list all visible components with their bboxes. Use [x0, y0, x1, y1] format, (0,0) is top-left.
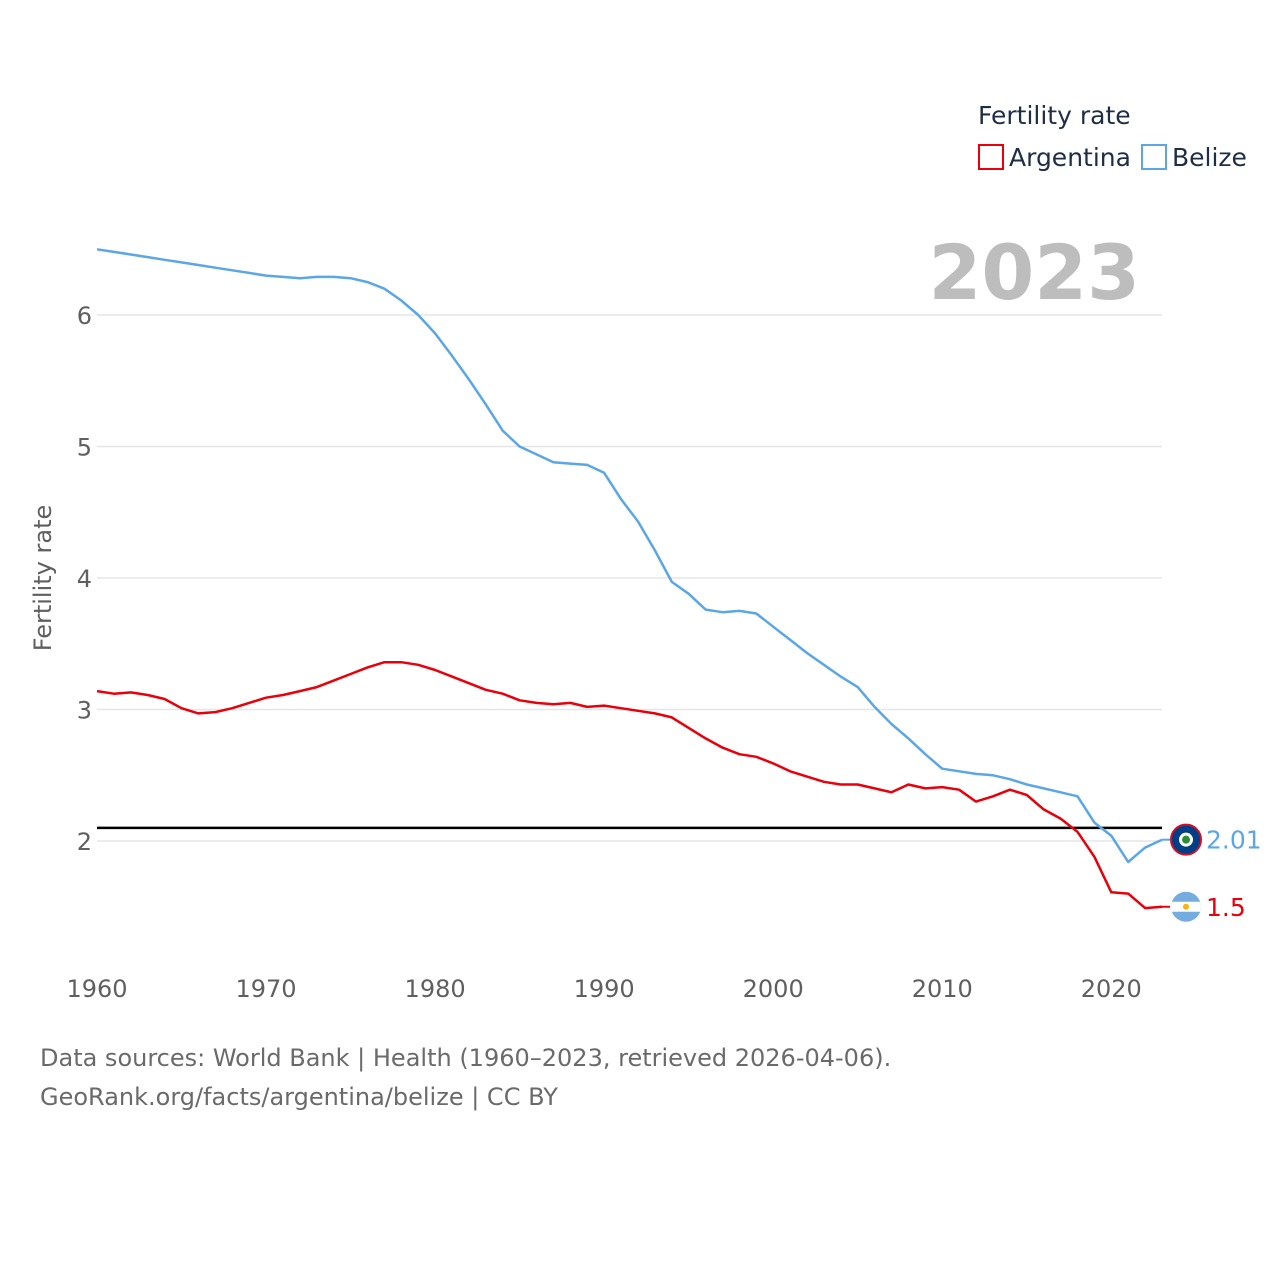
y-tick-label-2: 2: [77, 828, 92, 856]
flag-sun: [1183, 903, 1189, 910]
legend-swatch-argentina: [978, 144, 1004, 170]
argentina-flag-stripes: [1171, 891, 1201, 922]
source-line: Data sources: World Bank | Health (1960–…: [40, 1044, 892, 1072]
x-tick-label-1970: 1970: [236, 975, 297, 1003]
series-lines: [96, 248, 1163, 910]
x-tick-label-1980: 1980: [405, 975, 466, 1003]
x-tick-label-1960: 1960: [66, 975, 127, 1003]
series-line-argentina: [96, 660, 1163, 910]
x-tick-label-1990: 1990: [574, 975, 635, 1003]
legend-item-argentina[interactable]: Argentina: [978, 143, 1131, 172]
flag-emblem-wreath: [1182, 835, 1190, 844]
x-tick-label-2020: 2020: [1081, 975, 1142, 1003]
series-end-markers: 1.5 2.01: [1162, 823, 1262, 922]
y-tick-label-6: 6: [77, 302, 92, 330]
x-tick-label-2010: 2010: [912, 975, 973, 1003]
fertility-rate-chart: 2 3 4 5 6 1960 1970 1980 1990 2000 2010 2020 Ferti…: [29, 101, 1262, 1003]
belize-flag-icon: [1170, 823, 1202, 856]
y-tick-label-5: 5: [77, 434, 92, 462]
end-value-label-belize: 2.01: [1206, 826, 1262, 855]
x-tick-label-2000: 2000: [743, 975, 804, 1003]
y-tick-label-4: 4: [77, 565, 92, 593]
current-year-label: 2023: [928, 228, 1140, 317]
legend-title: Fertility rate: [978, 101, 1131, 130]
end-value-label-argentina: 1.5: [1206, 893, 1246, 922]
x-axis-ticks: 1960 1970 1980 1990 2000 2010 2020: [66, 975, 1141, 1003]
y-axis-ticks: 2 3 4 5 6: [77, 302, 92, 856]
legend: Fertility rate Argentina Belize: [978, 101, 1247, 172]
source-url[interactable]: GeoRank.org/facts/argentina/belize | CC …: [40, 1083, 558, 1111]
legend-item-belize[interactable]: Belize: [1141, 143, 1247, 172]
flag-border: [1170, 823, 1202, 856]
legend-label-argentina: Argentina: [1009, 143, 1131, 172]
legend-swatch-belize: [1141, 144, 1167, 170]
y-tick-label-3: 3: [77, 697, 92, 725]
gridlines: [97, 314, 1162, 842]
legend-label-belize: Belize: [1172, 143, 1247, 172]
y-axis-label: Fertility rate: [29, 505, 57, 652]
series-line-belize: [96, 248, 1163, 864]
argentina-flag-icon: [1171, 891, 1201, 922]
